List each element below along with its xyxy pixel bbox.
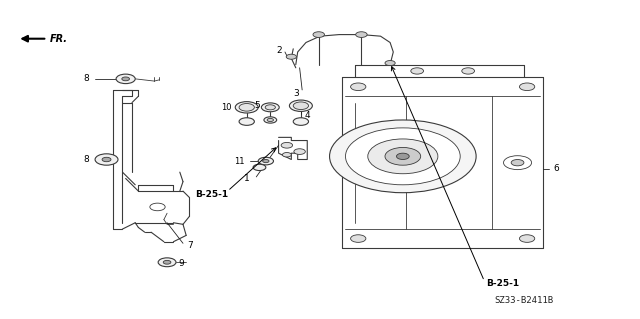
Circle shape <box>520 235 535 242</box>
Text: 5: 5 <box>254 100 260 110</box>
Circle shape <box>239 118 254 125</box>
Circle shape <box>330 120 476 193</box>
Circle shape <box>351 235 366 242</box>
Circle shape <box>281 142 292 148</box>
Text: 1: 1 <box>244 174 250 183</box>
Circle shape <box>253 164 266 171</box>
Circle shape <box>262 160 269 163</box>
Circle shape <box>385 61 395 66</box>
Circle shape <box>163 260 171 264</box>
Circle shape <box>396 153 409 160</box>
Circle shape <box>504 156 532 170</box>
Circle shape <box>265 105 275 110</box>
Circle shape <box>368 139 438 174</box>
Text: 2: 2 <box>276 46 282 55</box>
Text: SZ33-B2411B: SZ33-B2411B <box>494 296 554 305</box>
Circle shape <box>313 32 324 37</box>
Circle shape <box>267 118 273 122</box>
Circle shape <box>286 54 296 59</box>
Circle shape <box>385 147 420 165</box>
Circle shape <box>116 74 135 84</box>
Text: 4: 4 <box>304 111 310 120</box>
Text: 10: 10 <box>221 103 232 113</box>
Text: FR.: FR. <box>50 34 68 44</box>
Circle shape <box>293 118 308 125</box>
Text: B-25-1: B-25-1 <box>486 279 519 288</box>
Circle shape <box>351 83 366 91</box>
Circle shape <box>294 149 305 154</box>
Circle shape <box>293 102 308 109</box>
Circle shape <box>520 83 535 91</box>
Circle shape <box>462 68 474 74</box>
Text: 8: 8 <box>84 74 90 83</box>
Circle shape <box>95 154 118 165</box>
Circle shape <box>346 128 460 185</box>
Circle shape <box>158 258 176 267</box>
Circle shape <box>239 104 254 111</box>
Text: 8: 8 <box>84 155 90 164</box>
Circle shape <box>511 160 524 166</box>
Circle shape <box>122 77 129 81</box>
Text: B-25-1: B-25-1 <box>195 190 228 199</box>
Circle shape <box>264 117 276 123</box>
Circle shape <box>289 100 312 111</box>
Text: 7: 7 <box>188 241 193 250</box>
Circle shape <box>258 157 273 165</box>
Circle shape <box>236 102 258 113</box>
Circle shape <box>102 157 111 162</box>
Text: 9: 9 <box>179 259 184 268</box>
Text: 6: 6 <box>553 165 559 174</box>
Circle shape <box>282 152 291 157</box>
Circle shape <box>150 203 165 211</box>
Circle shape <box>356 32 367 37</box>
Circle shape <box>411 68 424 74</box>
Circle shape <box>261 103 279 112</box>
Text: 3: 3 <box>293 89 299 98</box>
Text: 11: 11 <box>234 157 245 166</box>
